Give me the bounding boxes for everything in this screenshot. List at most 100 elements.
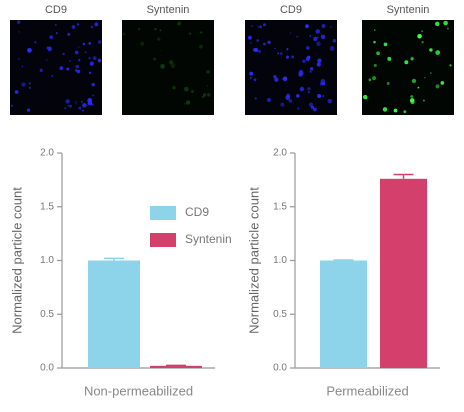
particle	[252, 48, 257, 52]
particle	[168, 60, 174, 65]
y-tick-label: 2.0	[40, 148, 54, 159]
particle	[327, 98, 333, 104]
particle	[88, 71, 92, 75]
image-label: CD9	[280, 4, 302, 16]
error-bar	[166, 364, 186, 367]
legend-label: CD9	[185, 205, 209, 219]
y-axis-label: Normalized particle count	[246, 187, 261, 334]
particle	[34, 41, 37, 44]
particle	[154, 27, 157, 31]
micrograph	[362, 20, 454, 115]
particle	[39, 68, 43, 73]
particle	[78, 59, 81, 62]
particle	[299, 86, 305, 92]
particle	[254, 97, 257, 100]
particle	[288, 99, 293, 103]
particle	[332, 38, 337, 43]
particle	[191, 90, 194, 93]
particle	[403, 110, 407, 114]
image-label: Syntenin	[387, 4, 430, 16]
particle	[387, 56, 392, 61]
particle	[317, 58, 322, 63]
particle	[309, 35, 312, 37]
error-bar	[104, 257, 124, 261]
particle	[17, 58, 20, 60]
particle	[435, 21, 440, 27]
particle	[75, 64, 80, 69]
particle	[393, 108, 398, 113]
particle	[92, 56, 97, 60]
particle	[16, 20, 21, 24]
particle	[305, 46, 310, 50]
particle	[302, 59, 306, 63]
particle	[257, 49, 261, 53]
particle	[374, 29, 376, 31]
particle	[382, 107, 388, 112]
particle	[309, 70, 312, 73]
particle	[82, 109, 84, 112]
particle	[84, 51, 87, 54]
particle	[46, 46, 49, 50]
particle	[21, 65, 24, 68]
particle	[87, 97, 93, 103]
particle	[277, 52, 280, 55]
particle	[376, 51, 380, 56]
particle	[71, 25, 76, 29]
particle	[305, 24, 309, 29]
micrograph	[122, 20, 214, 115]
particle	[373, 64, 377, 68]
particle	[249, 42, 252, 45]
particle	[92, 94, 94, 97]
particle	[89, 61, 94, 66]
particle	[249, 71, 254, 76]
particle	[184, 102, 186, 105]
particle	[307, 87, 311, 91]
particle	[206, 93, 211, 97]
y-tick-label: 1.0	[273, 255, 287, 266]
particle	[28, 86, 31, 89]
particle	[206, 84, 209, 87]
particle	[202, 93, 207, 97]
particle	[263, 23, 266, 27]
particle	[417, 86, 420, 89]
particle	[97, 40, 102, 44]
particle	[404, 60, 409, 65]
x-axis-label: Non-permeabilized	[84, 383, 193, 398]
y-tick-label: 1.5	[40, 201, 54, 212]
legend-label: Syntenin	[185, 232, 232, 246]
legend-swatch	[150, 206, 176, 220]
particle	[411, 78, 417, 84]
particle	[373, 40, 376, 44]
particle	[289, 32, 292, 34]
particle	[172, 85, 176, 90]
particle	[274, 77, 279, 82]
particle	[363, 94, 368, 100]
particle	[28, 82, 31, 85]
particle	[330, 26, 332, 28]
error-bar	[393, 173, 414, 179]
particle	[76, 69, 81, 74]
particle	[421, 30, 424, 33]
particle	[159, 29, 162, 32]
particle	[67, 105, 69, 107]
y-tick-label: 0.0	[40, 363, 54, 374]
particle	[447, 27, 449, 30]
particle	[320, 34, 326, 39]
image-label: CD9	[45, 4, 67, 16]
bar	[88, 260, 140, 368]
particle	[14, 90, 19, 94]
particle	[316, 41, 321, 47]
particle	[74, 50, 79, 55]
particle	[409, 98, 415, 103]
particle	[296, 94, 300, 98]
particle	[199, 44, 203, 49]
particle	[421, 41, 424, 44]
micrograph	[10, 20, 102, 115]
particle	[82, 103, 87, 108]
particle	[449, 64, 452, 67]
particle	[65, 99, 70, 104]
particle	[157, 37, 161, 41]
particle	[291, 55, 295, 59]
particle	[68, 104, 72, 108]
particle	[62, 52, 65, 56]
